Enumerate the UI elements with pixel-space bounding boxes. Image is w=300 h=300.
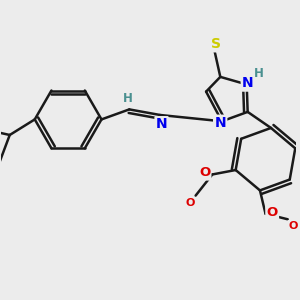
Text: H: H: [123, 92, 133, 105]
Text: N: N: [156, 117, 167, 131]
Text: O: O: [289, 221, 298, 231]
Text: O: O: [199, 166, 210, 179]
Text: N: N: [242, 76, 254, 90]
Text: O: O: [185, 198, 195, 208]
Text: N: N: [214, 116, 226, 130]
Text: O: O: [267, 206, 278, 219]
Text: S: S: [212, 37, 221, 51]
Text: H: H: [254, 67, 264, 80]
